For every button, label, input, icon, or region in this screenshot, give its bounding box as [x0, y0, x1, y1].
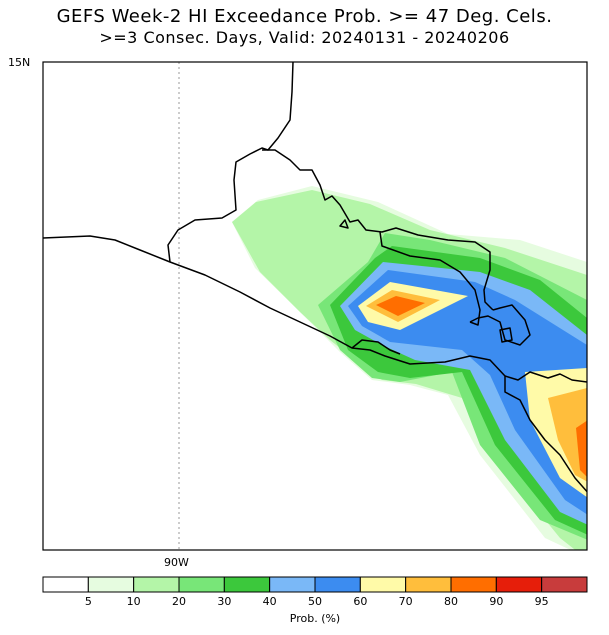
legend-swatch [87, 576, 135, 593]
legend-swatch [178, 576, 225, 593]
prob-region-80b [576, 420, 587, 477]
legend-tick-label: 5 [85, 595, 92, 608]
map-title: GEFS Week-2 HI Exceedance Prob. >= 47 De… [56, 6, 553, 27]
legend-boxes [42, 576, 588, 593]
legend-swatch [223, 576, 271, 593]
legend-tick-label: 60 [353, 595, 367, 608]
coastlines-borders [43, 62, 587, 493]
costa-rica-border [504, 371, 587, 383]
prob-region-70b [548, 388, 587, 482]
legend-tick-label: 40 [263, 595, 277, 608]
legend-tick-label: 50 [308, 595, 322, 608]
legend-swatch [133, 576, 180, 593]
color-legend: 5 10 20 30 40 50 60 70 80 90 95 Prob. (%) [42, 576, 588, 625]
legend-swatch [450, 576, 497, 593]
mexico-guatemala-border [167, 62, 294, 263]
legend-tick-label: 70 [399, 595, 413, 608]
legend-tick-label: 20 [172, 595, 186, 608]
legend-tick-label: 10 [127, 595, 141, 608]
legend-swatch [359, 576, 407, 593]
map-frame [42, 61, 588, 551]
lake-nicaragua [499, 327, 513, 343]
lon-label: 90W [164, 556, 189, 569]
probability-field [232, 186, 587, 550]
legend-swatch [541, 576, 588, 593]
legend-swatch [314, 576, 361, 593]
legend-swatch [495, 576, 543, 593]
legend-title: Prob. (%) [290, 612, 340, 625]
lat-label: 15N [8, 56, 30, 69]
honduras-border [379, 231, 481, 326]
yucatan-belize-coast [262, 149, 494, 311]
el-salvador-border [351, 339, 401, 355]
legend-swatch [42, 576, 89, 593]
legend-tick-label: 80 [444, 595, 458, 608]
nicaragua-border [469, 304, 531, 346]
legend-swatch [405, 576, 452, 593]
map-subtitle: >=3 Consec. Days, Valid: 20240131 - 2024… [99, 28, 510, 47]
legend-tick-label: 95 [535, 595, 549, 608]
legend-ticks: 5 10 20 30 40 50 60 70 80 90 95 [85, 595, 549, 608]
legend-swatch [269, 576, 316, 593]
legend-tick-label: 90 [489, 595, 503, 608]
prob-region-80 [376, 296, 425, 316]
gulf-of-honduras-bay [339, 219, 349, 229]
legend-tick-label: 30 [217, 595, 231, 608]
prob-region-50 [348, 270, 587, 515]
